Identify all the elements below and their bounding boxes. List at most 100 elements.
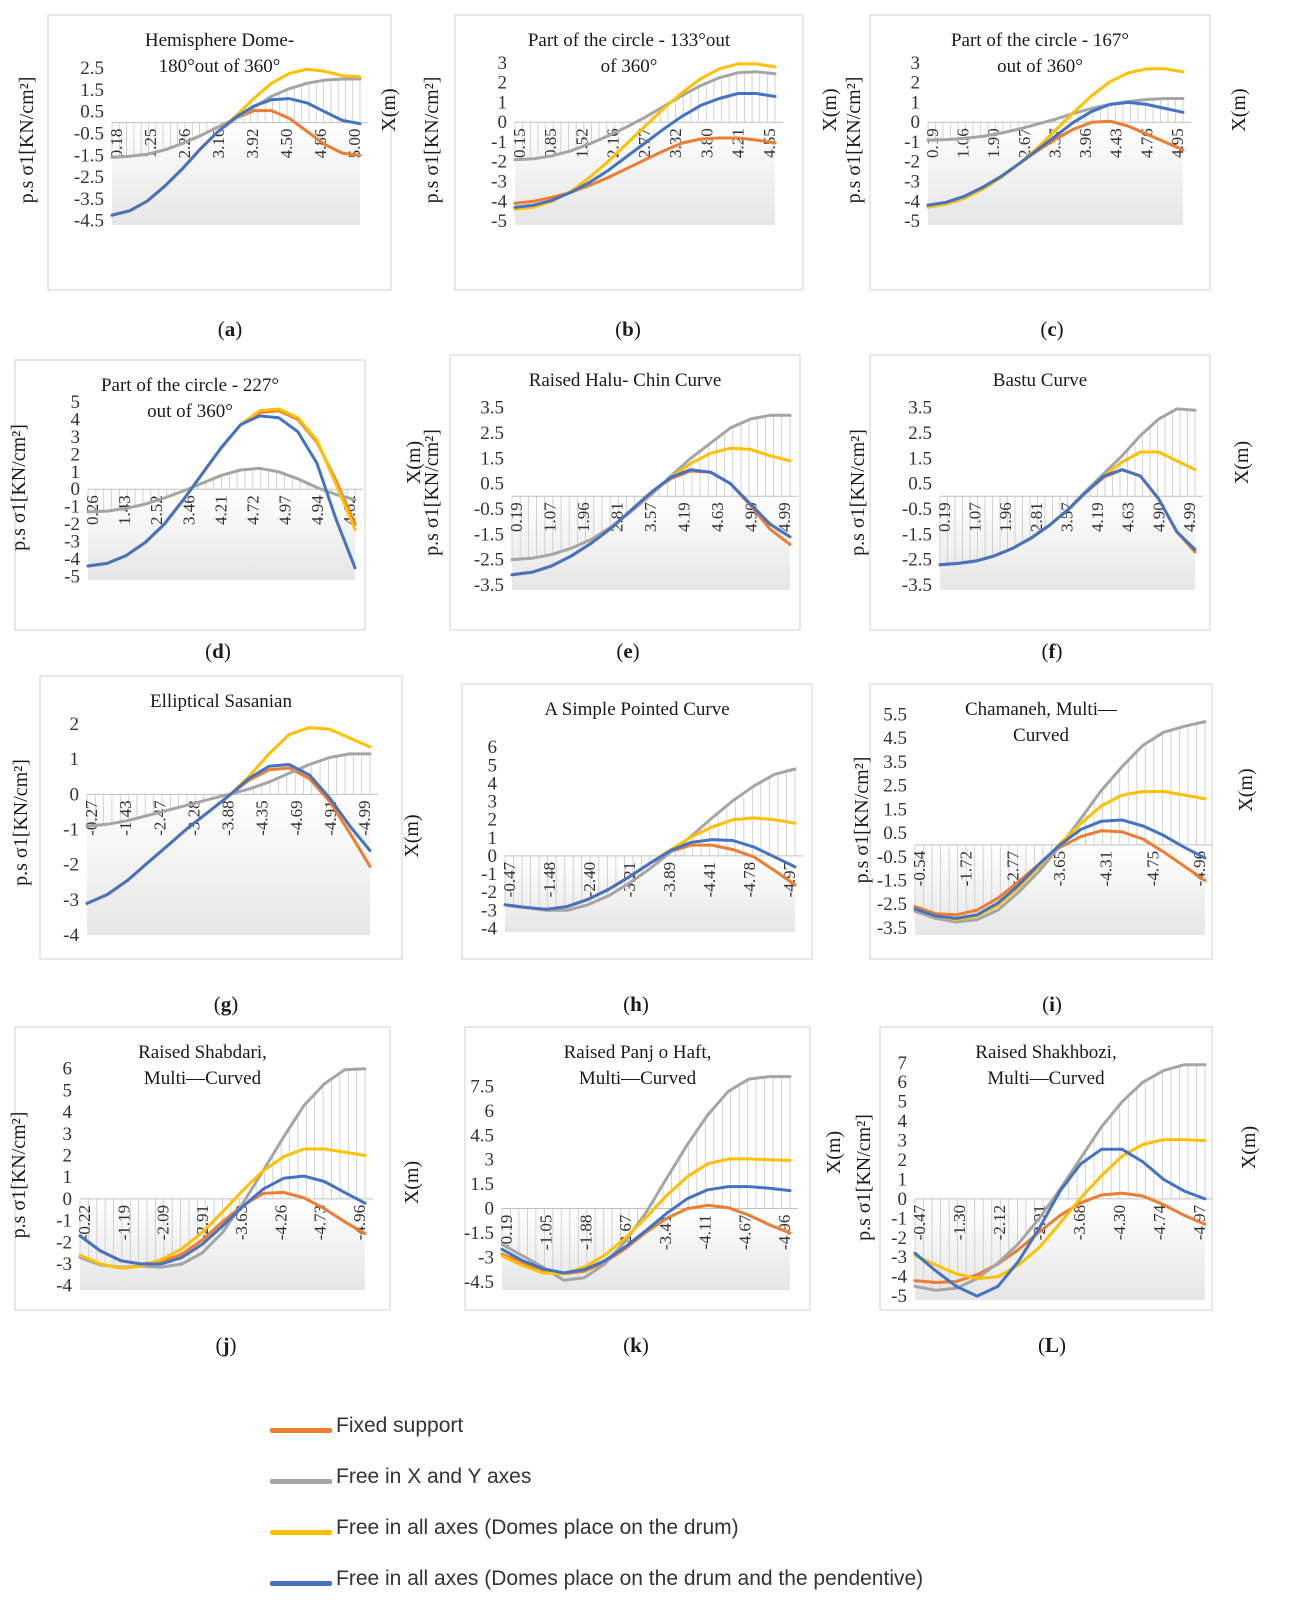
y-tick-label: -0.5 — [877, 847, 907, 868]
x-tick-label: -4.96 — [350, 1205, 369, 1240]
series-line-4 — [938, 468, 1197, 567]
x-tick-label: -4.67 — [735, 1214, 754, 1250]
x-tick-label: -4.11 — [696, 1215, 715, 1250]
drop-lines — [501, 1076, 791, 1280]
legend-label: Free in all axes (Domes place on the dru… — [336, 1567, 924, 1590]
x-tick-label: 5.00 — [345, 129, 364, 159]
x-tick-label: 4.72 — [244, 495, 263, 525]
chart-title-line: Raised Shabdari, — [138, 1042, 267, 1063]
panel-caption: (e) — [616, 639, 639, 663]
y-tick-label: 0 — [911, 112, 921, 133]
y-tick-label: -2 — [891, 1228, 907, 1249]
x-tick-label: 4.21 — [212, 495, 231, 525]
y-tick-label: 3 — [485, 1150, 495, 1171]
series-line-4 — [78, 1174, 367, 1266]
y-tick-label: -1 — [63, 820, 79, 841]
y-tick-label: 3.5 — [883, 752, 907, 773]
x-tick-label: -4.69 — [287, 800, 306, 835]
y-tick-label: -3 — [56, 1254, 72, 1275]
y-tick-label: 0 — [898, 1189, 908, 1210]
chart-title-line: Multi—Curved — [987, 1068, 1105, 1089]
y-tick-label: 2 — [63, 1145, 73, 1166]
y-tick-label: 5 — [71, 392, 81, 413]
y-tick-label: -1.5 — [74, 145, 104, 166]
x-axis-label: X(m) — [1228, 88, 1250, 131]
x-axis-label: X(m) — [1231, 441, 1253, 484]
y-tick-label: 1 — [911, 92, 921, 113]
x-tick-label: -3.88 — [219, 800, 238, 835]
panel-caption: (L) — [1038, 1333, 1066, 1357]
y-tick-label: 1 — [63, 1167, 73, 1188]
chart-title-line: Raised Panj o Haft, — [564, 1042, 712, 1063]
y-tick-label: -5 — [491, 211, 507, 232]
y-tick-label: -4 — [891, 1267, 907, 1288]
chart-title-line: Part of the circle - 227° — [101, 375, 279, 396]
series-line-2 — [510, 413, 792, 562]
series-line-2 — [86, 466, 357, 514]
y-tick-label: 2 — [911, 73, 921, 94]
y-tick-label: 1.5 — [908, 448, 932, 469]
y-tick-label: -2 — [56, 1232, 72, 1253]
y-tick-label: -5 — [891, 1286, 907, 1307]
y-tick-label: 0.5 — [908, 474, 932, 495]
x-tick-label: -1.05 — [537, 1215, 556, 1250]
y-axis-label: p.s σ1[KN/cm²] — [421, 429, 443, 556]
y-tick-label: 0 — [498, 112, 508, 133]
y-tick-label: -2.5 — [474, 550, 504, 571]
x-tick-label: -0.54 — [910, 850, 929, 886]
y-axis-label: X(m) — [401, 1161, 423, 1204]
x-axis-label: X(m) — [1238, 1126, 1260, 1169]
y-tick-label: -3 — [491, 172, 507, 193]
series-line-4 — [85, 763, 372, 905]
x-tick-label: 4.86 — [311, 129, 330, 159]
y-axis-label: X(m) — [401, 814, 423, 857]
y-tick-label: -1 — [56, 1211, 72, 1232]
y-tick-label: -2 — [491, 152, 507, 173]
panel-caption: (j) — [216, 1333, 237, 1357]
y-tick-label: -2 — [64, 514, 80, 535]
y-axis-label: p.s σ1[KN/cm²] — [851, 757, 873, 884]
x-tick-label: -2.09 — [154, 1205, 173, 1240]
panel-caption: (c) — [1040, 317, 1063, 341]
x-tick-label: 0.19 — [507, 502, 526, 532]
x-tick-label: -0.27 — [82, 800, 101, 836]
series-line-3 — [500, 1157, 792, 1276]
series-line-3 — [78, 1147, 367, 1270]
series-line-4 — [500, 1185, 792, 1275]
y-tick-label: -3.5 — [877, 918, 907, 939]
y-tick-label: 1 — [898, 1169, 908, 1190]
x-axis-label: X(m) — [1235, 768, 1257, 811]
y-tick-label: -3.5 — [902, 575, 932, 596]
series-line-2 — [926, 97, 1185, 142]
x-tick-label: 4.97 — [276, 495, 295, 525]
y-tick-label: -3 — [64, 532, 80, 553]
x-tick-label: 2.81 — [1027, 502, 1046, 532]
plot-shading — [512, 496, 790, 590]
x-tick-label: -4.99 — [355, 800, 374, 835]
y-tick-label: 1.5 — [480, 448, 504, 469]
chart-panel-a: 2.51.50.5-0.5-1.5-2.5-3.5-4.50.18 1.25 2.2… — [16, 14, 400, 341]
x-tick-label: 0.26 — [83, 495, 102, 525]
legend-swatch — [270, 1479, 332, 1484]
y-axis-label: p.s σ1[KN/cm²] — [847, 429, 869, 556]
y-tick-label: 4 — [63, 1102, 73, 1123]
y-tick-label: 4.5 — [883, 728, 907, 749]
chart-title-line: 180°out of 360° — [159, 56, 281, 77]
x-tick-label: 3.57 — [1058, 502, 1077, 532]
panel-caption: (g) — [214, 992, 239, 1016]
chart-title-line: Raised Halu- Chin Curve — [529, 370, 722, 391]
series-line-1 — [513, 136, 777, 205]
y-tick-label: 4 — [898, 1111, 908, 1132]
y-tick-label: 5 — [63, 1080, 73, 1101]
x-tick-label: -0.47 — [910, 1204, 929, 1240]
x-tick-label: -3.89 — [660, 862, 679, 897]
x-tick-label: -4.35 — [253, 800, 272, 835]
series-line-2 — [503, 767, 797, 912]
x-axis-label: X(m) — [403, 441, 425, 484]
x-tick-label: -1.72 — [957, 851, 976, 886]
chart-title-line: A Simple Pointed Curve — [544, 699, 729, 720]
